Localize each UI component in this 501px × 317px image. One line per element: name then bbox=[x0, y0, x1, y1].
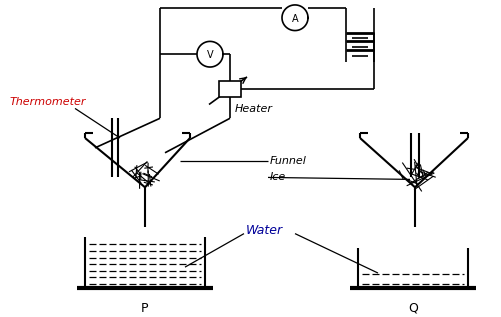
Text: P: P bbox=[141, 302, 148, 315]
Text: Water: Water bbox=[245, 224, 283, 237]
Bar bbox=[218, 81, 240, 97]
Text: V: V bbox=[206, 50, 213, 60]
Text: Funnel: Funnel bbox=[270, 156, 306, 166]
Text: Ice: Ice bbox=[270, 172, 286, 182]
Text: Q: Q bbox=[407, 302, 417, 315]
Text: Thermometer: Thermometer bbox=[10, 97, 86, 107]
Text: Heater: Heater bbox=[234, 105, 273, 114]
Text: A: A bbox=[291, 14, 298, 24]
